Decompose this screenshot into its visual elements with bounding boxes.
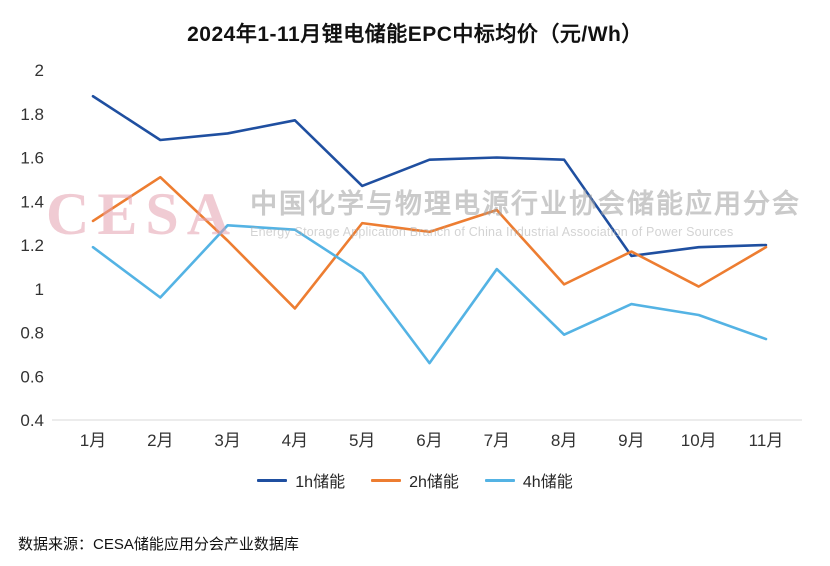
x-tick-label: 10月 [681, 431, 717, 450]
x-tick-label: 1月 [80, 431, 106, 450]
legend-label: 4h储能 [522, 474, 573, 491]
x-tick-label: 5月 [349, 431, 375, 450]
x-tick-label: 6月 [416, 431, 442, 450]
legend: 1h储能 2h储能 4h储能 [0, 468, 830, 492]
x-tick-label: 9月 [618, 431, 644, 450]
x-tick-label: 3月 [214, 431, 240, 450]
source-note: 数据来源：CESA储能应用分会产业数据库 [18, 536, 299, 553]
y-tick-label: 0.8 [20, 324, 44, 343]
y-tick-label: 1.4 [20, 192, 44, 211]
y-tick-label: 2 [35, 61, 44, 80]
line-chart: 2 1.8 1.6 1.4 1.2 1 0.8 0.6 0.4 1月 2月 3月 4月 5月 6月 7月 8月 9… [20, 61, 802, 450]
legend-label: 2h储能 [409, 474, 459, 491]
x-tick-label: 11月 [749, 431, 784, 450]
series-line [91, 175, 768, 310]
legend-item: 2h储能 [371, 468, 459, 492]
legend-item: 1h储能 [257, 468, 345, 492]
y-tick-label: 1 [35, 280, 44, 299]
y-tick-label: 0.4 [20, 411, 44, 430]
chart-area: 2 1.8 1.6 1.4 1.2 1 0.8 0.6 0.4 1月 2月 3月 4月 5月 6月 7月 8月 9… [0, 54, 830, 454]
x-tick-label: 8月 [551, 431, 577, 450]
y-tick-label: 1.8 [20, 105, 44, 124]
x-tick-label: 4月 [282, 431, 308, 450]
legend-swatch [371, 478, 402, 482]
x-tick-label: 2月 [147, 431, 173, 450]
legend-swatch [484, 478, 515, 482]
y-tick-label: 1.6 [20, 149, 44, 168]
y-tick-label: 1.2 [20, 236, 44, 255]
legend-swatch [257, 478, 288, 482]
series-line [91, 94, 768, 258]
x-tick-label: 7月 [484, 431, 510, 450]
chart-title: 2024年1-11月锂电储能EPC中标均价（元/Wh） [187, 23, 643, 46]
series-line [91, 224, 768, 365]
legend-item: 4h储能 [484, 468, 573, 492]
legend-label: 1h储能 [295, 474, 346, 491]
y-tick-label: 0.6 [20, 367, 44, 386]
